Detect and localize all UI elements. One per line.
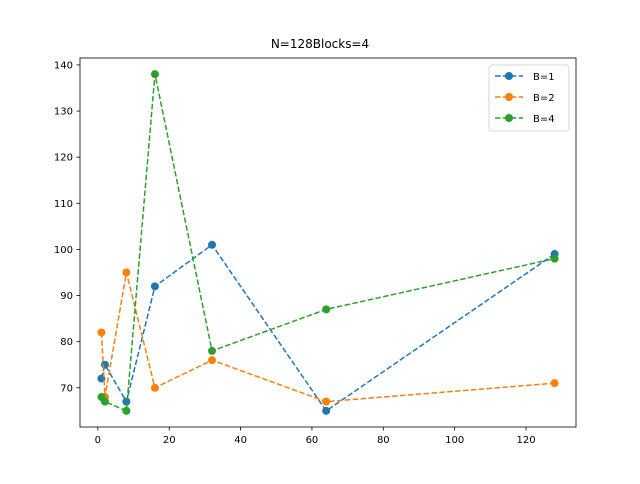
legend-swatch-marker: [505, 114, 513, 122]
chart-title: N=128Blocks=4: [271, 37, 369, 51]
legend-label: B=1: [533, 72, 555, 83]
x-tick-label: 120: [516, 435, 535, 446]
data-point: [100, 360, 109, 369]
data-point: [150, 282, 159, 291]
y-tick-label: 70: [60, 383, 73, 394]
legend-box: [488, 64, 570, 132]
series-3: [97, 70, 559, 415]
legend-item: B=2: [495, 93, 555, 104]
data-point: [100, 397, 109, 406]
x-tick-label: 20: [163, 435, 176, 446]
data-point: [322, 305, 331, 314]
x-tick-label: 0: [95, 435, 101, 446]
data-point: [122, 268, 131, 277]
data-point: [97, 328, 106, 337]
data-point: [150, 70, 159, 79]
legend-item: B=1: [495, 72, 555, 83]
legend-swatch-marker: [505, 93, 513, 101]
y-tick-label: 140: [54, 60, 73, 71]
legend-item: B=4: [495, 114, 555, 125]
legend-label: B=4: [533, 114, 555, 125]
legend-swatch-marker: [505, 72, 513, 80]
y-tick-label: 110: [54, 199, 73, 210]
x-tick-label: 100: [445, 435, 464, 446]
x-tick-label: 80: [377, 435, 390, 446]
y-tick-label: 100: [54, 245, 73, 256]
data-point: [208, 356, 217, 365]
data-point: [322, 397, 331, 406]
data-point: [208, 346, 217, 355]
y-tick-label: 90: [60, 291, 73, 302]
plot-area: 0 20 40 60 80 100 120 70 80 90 100 110 120 130 140: [54, 57, 577, 446]
data-point: [322, 406, 331, 415]
data-point: [550, 379, 559, 388]
legend: B=1 B=2 B=4: [488, 64, 570, 132]
y-tick-label: 80: [60, 337, 73, 348]
data-point: [122, 397, 131, 406]
y-tick-label: 130: [54, 107, 73, 118]
legend-label: B=2: [533, 93, 555, 104]
data-point: [150, 383, 159, 392]
data-point: [208, 240, 217, 249]
data-point: [550, 254, 559, 263]
x-tick-label: 60: [306, 435, 319, 446]
data-point: [122, 406, 131, 415]
y-tick-label: 120: [54, 153, 73, 164]
x-tick-label: 40: [234, 435, 247, 446]
axes-frame: [79, 57, 577, 428]
